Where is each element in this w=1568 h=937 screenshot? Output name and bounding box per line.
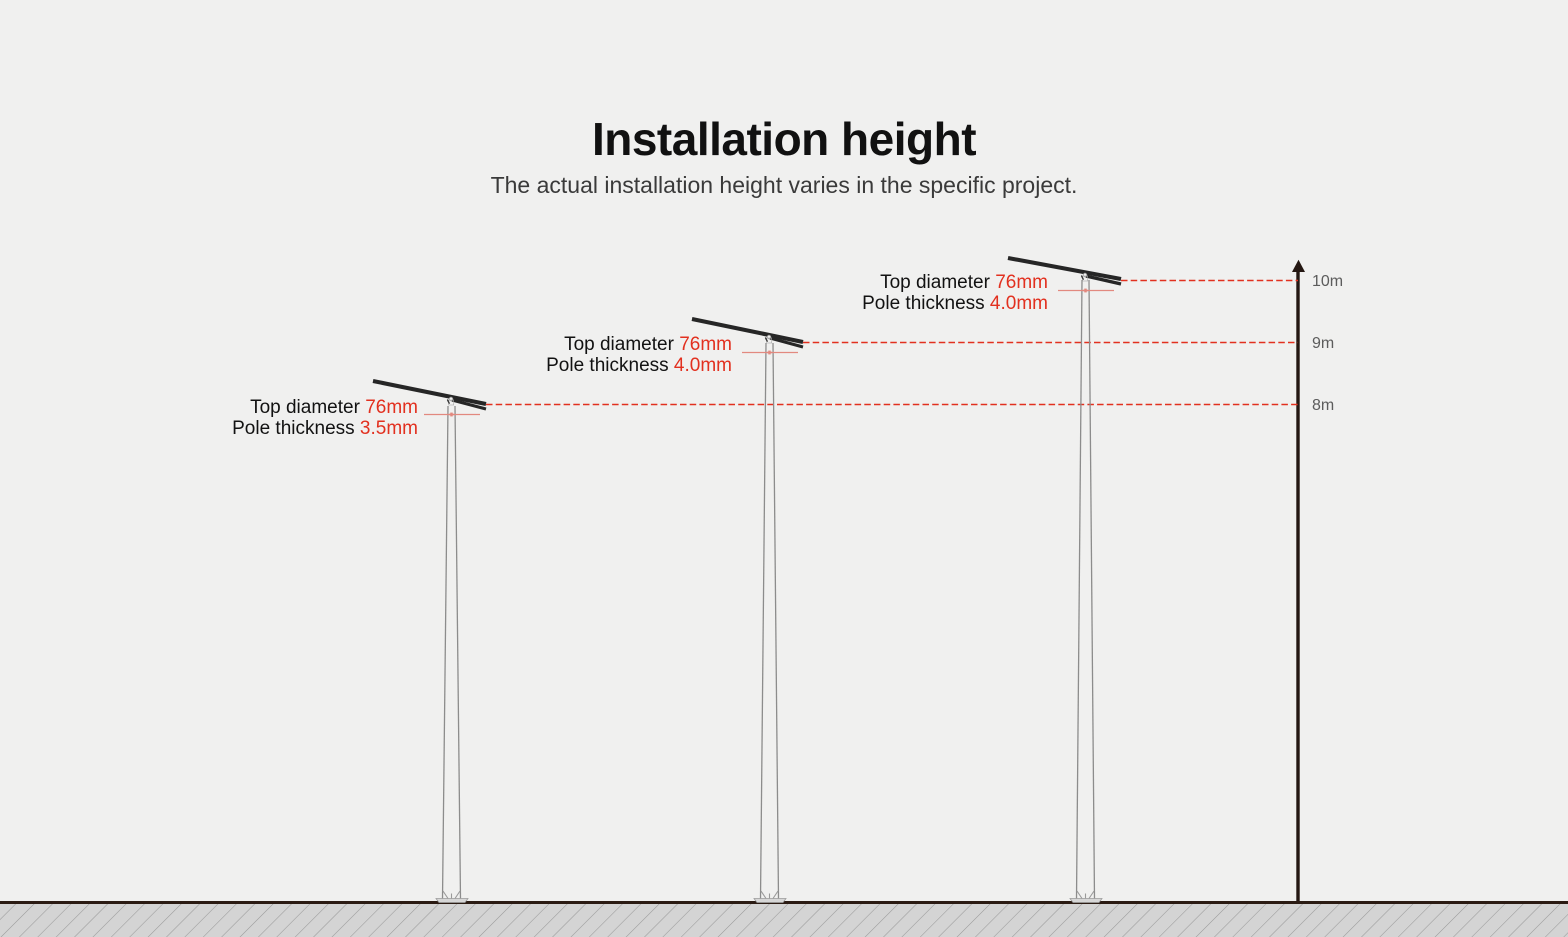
svg-text:10m: 10m: [1312, 273, 1343, 290]
svg-text:9m: 9m: [1312, 335, 1334, 352]
svg-text:8m: 8m: [1312, 397, 1334, 414]
